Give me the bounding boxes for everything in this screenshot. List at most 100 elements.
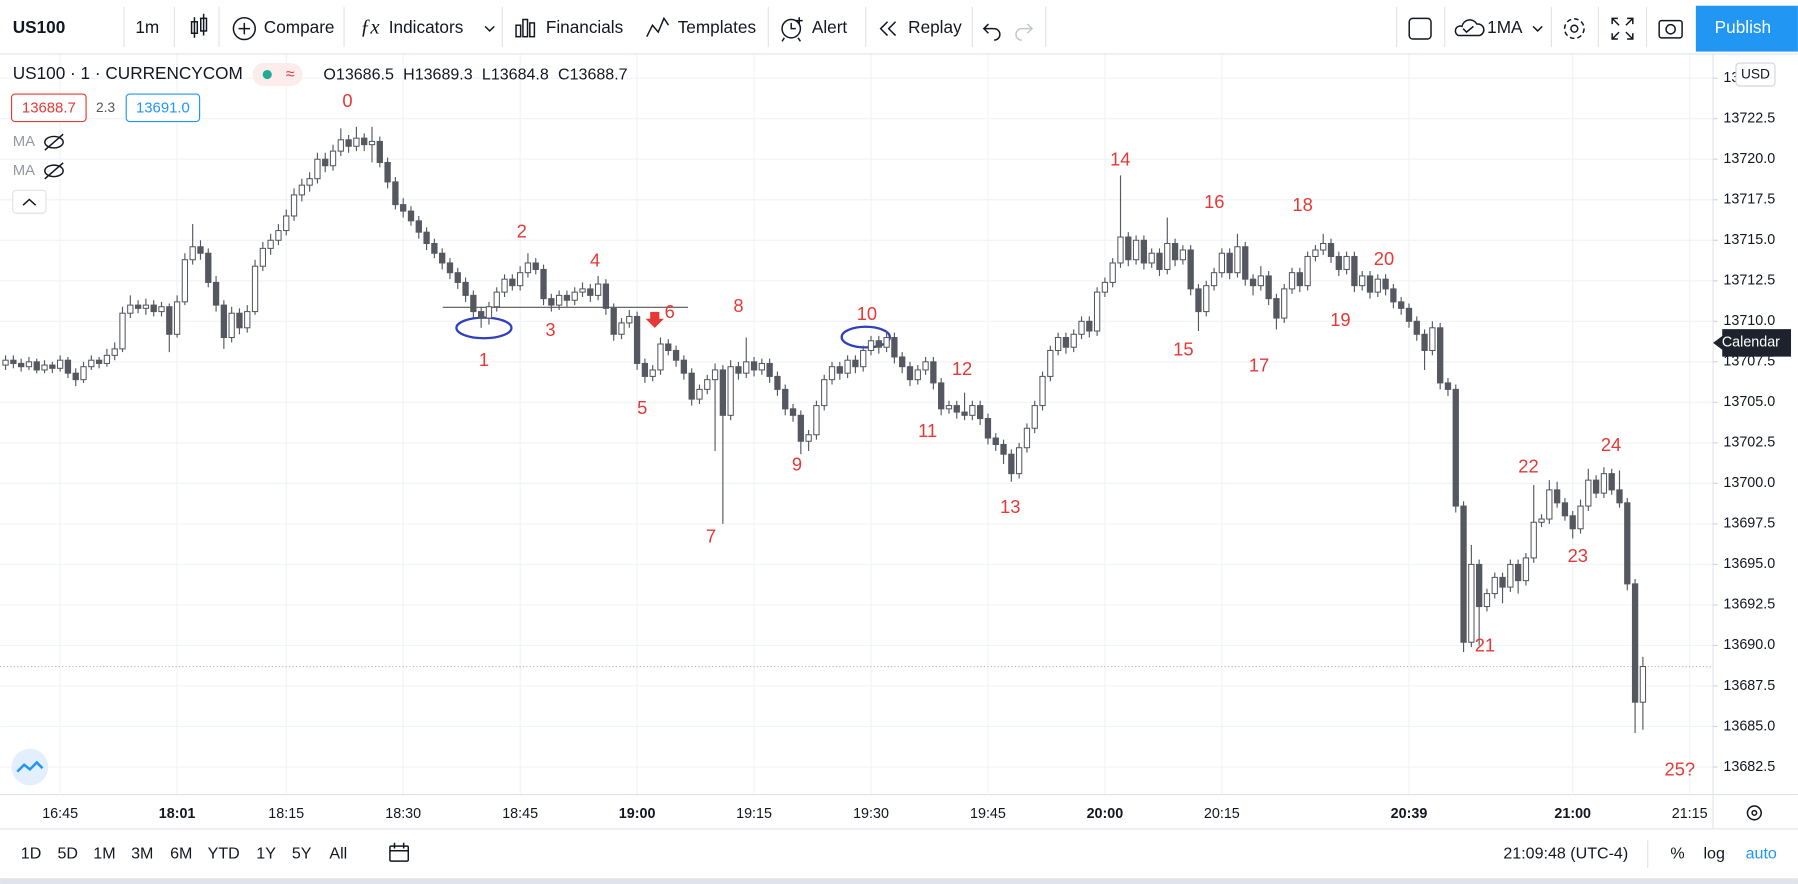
publish-button[interactable]: Publish xyxy=(1715,17,1771,37)
annotation: 18 xyxy=(1292,194,1312,215)
candle-body xyxy=(711,369,719,381)
logo-button[interactable] xyxy=(11,748,49,786)
financials-icon[interactable] xyxy=(515,18,536,38)
indicators-button[interactable]: Indicators xyxy=(389,17,464,37)
candle-body xyxy=(368,140,376,146)
auto-toggle[interactable]: auto xyxy=(1746,844,1777,862)
candle-body xyxy=(774,375,781,390)
candle-body xyxy=(478,311,485,319)
candle-body xyxy=(337,139,344,152)
layout-button[interactable]: 1MA xyxy=(1487,17,1523,37)
currency-badge[interactable] xyxy=(1735,62,1776,87)
range-button[interactable]: 1Y xyxy=(256,844,276,862)
candle-body xyxy=(1039,375,1046,407)
replay-button[interactable]: Replay xyxy=(908,17,962,37)
templates-button[interactable]: Templates xyxy=(678,17,756,37)
spread: 2.3 xyxy=(96,100,115,115)
hide-icon[interactable] xyxy=(44,133,64,151)
candle-body xyxy=(1366,275,1374,293)
candle-body xyxy=(1382,278,1389,290)
caret[interactable] xyxy=(1532,25,1543,33)
bid: 13688.7 xyxy=(22,100,76,116)
status-badge[interactable]: ≈ xyxy=(252,63,303,86)
range-button[interactable]: 1M xyxy=(93,844,115,862)
candle-body xyxy=(220,304,228,339)
compare-icon[interactable] xyxy=(232,17,256,41)
candle-body xyxy=(1187,249,1194,290)
candle-body xyxy=(1031,405,1038,429)
candle-body xyxy=(1491,576,1498,595)
candle-body xyxy=(899,356,906,368)
alert-icon[interactable] xyxy=(781,17,803,42)
candle-body xyxy=(1101,281,1109,293)
candle-body xyxy=(1468,563,1475,643)
candle-body xyxy=(439,252,446,264)
interval-button[interactable]: 1m xyxy=(135,17,159,37)
candle-body xyxy=(1429,327,1436,352)
bottom-strip xyxy=(0,878,1798,884)
candle-body xyxy=(384,161,391,183)
candle-body xyxy=(205,252,212,283)
candle-body xyxy=(1023,427,1031,449)
candle-body xyxy=(1460,505,1467,643)
redo[interactable] xyxy=(1015,23,1034,41)
candle-body xyxy=(579,288,586,293)
candle-body xyxy=(555,294,563,306)
replay-icon[interactable] xyxy=(879,21,897,37)
percent-toggle[interactable]: % xyxy=(1670,844,1684,862)
symbol-search[interactable]: US100 xyxy=(13,17,66,37)
candle-body xyxy=(680,359,688,374)
hide-icon[interactable] xyxy=(44,162,64,180)
annotation: 8 xyxy=(733,295,743,316)
templates-icon[interactable] xyxy=(646,16,670,38)
candle-body xyxy=(766,362,773,377)
range-button[interactable]: 5D xyxy=(57,844,78,862)
candle-body xyxy=(750,361,758,371)
range-button[interactable]: 5Y xyxy=(292,844,312,862)
arrow-down xyxy=(645,311,664,328)
candle-body xyxy=(251,265,259,313)
collapse-button[interactable] xyxy=(12,189,47,214)
undo[interactable] xyxy=(982,23,1001,41)
fullscreen-button[interactable] xyxy=(1611,17,1634,40)
settings-icon[interactable] xyxy=(1746,805,1762,821)
financials-button[interactable]: Financials xyxy=(546,17,623,37)
candle-body xyxy=(1413,320,1420,335)
candle-body xyxy=(1351,255,1358,287)
y-tick-label: 13685.0 xyxy=(1723,718,1775,734)
ohlc-value: 13689.3 xyxy=(415,66,473,84)
range-button[interactable]: 1D xyxy=(21,844,42,862)
y-tick-label: 13717.5 xyxy=(1723,192,1775,208)
candle-body xyxy=(1273,298,1280,319)
layout-icon[interactable] xyxy=(1408,17,1432,40)
candle-body xyxy=(1514,563,1522,582)
log-toggle[interactable]: log xyxy=(1703,844,1724,862)
candle-body xyxy=(509,278,516,287)
alert-button[interactable]: Alert xyxy=(812,17,848,37)
candle-body xyxy=(493,291,500,308)
candle-body xyxy=(1327,242,1335,257)
candle-body xyxy=(914,369,921,381)
caret[interactable] xyxy=(484,25,495,33)
annotation: 22 xyxy=(1518,456,1538,477)
candle-body xyxy=(462,281,469,296)
range-button[interactable]: 3M xyxy=(131,844,153,862)
annotation: 21 xyxy=(1475,635,1495,656)
publish-background[interactable] xyxy=(1695,5,1798,52)
range-button[interactable]: All xyxy=(329,844,347,862)
settings-button[interactable] xyxy=(1563,18,1585,40)
compare-button[interactable]: Compare xyxy=(264,17,335,37)
candle-body xyxy=(602,283,610,309)
chart-style-icon[interactable] xyxy=(190,13,208,38)
candle-body xyxy=(142,304,150,309)
fx-icon[interactable]: ƒx xyxy=(360,16,379,38)
range-button[interactable]: 6M xyxy=(170,844,192,862)
candle-body xyxy=(1592,479,1600,494)
range-button[interactable]: YTD xyxy=(208,844,240,862)
date-range-icon[interactable] xyxy=(389,842,410,862)
snapshot-button[interactable] xyxy=(1658,19,1683,39)
candle-body xyxy=(758,362,765,371)
candle-body xyxy=(727,366,734,416)
y-tick-label: 13682.5 xyxy=(1723,759,1775,775)
cloud-icon[interactable] xyxy=(1454,19,1485,37)
